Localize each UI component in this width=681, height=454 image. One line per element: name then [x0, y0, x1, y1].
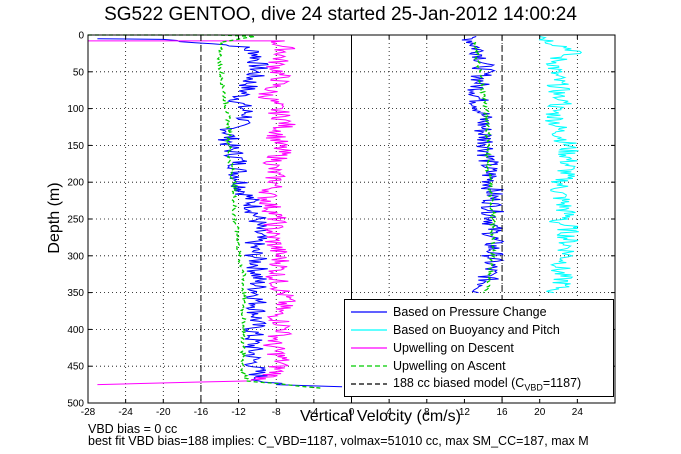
y-tick-label: 250 — [67, 215, 84, 226]
legend-label: Upwelling on Descent — [393, 341, 514, 355]
chart-title: SG522 GENTOO, dive 24 started 25-Jan-201… — [104, 4, 577, 25]
legend-label: Based on Pressure Change — [393, 305, 547, 319]
y-tick-label: 200 — [67, 178, 84, 189]
y-tick-label: 450 — [67, 362, 84, 373]
x-tick-label: 12 — [459, 407, 471, 418]
x-tick-label: -16 — [194, 407, 209, 418]
y-tick-label: 400 — [67, 325, 84, 336]
model-bias-lines — [200, 35, 503, 403]
x-tick-label: 24 — [572, 407, 584, 418]
axis-ticks: -28 -24 -20 -16 -12 -8 -4 0 4 8 12 16 20 24 0 50 100 150 2… — [67, 31, 615, 418]
series-line-4 — [88, 34, 324, 389]
x-tick-label: -28 — [81, 407, 96, 418]
x-tick-label: -20 — [156, 407, 171, 418]
legend-swatch-black — [351, 383, 387, 385]
series-line-0 — [97, 38, 343, 388]
legend-swatch-cyan — [351, 329, 387, 331]
y-tick-label: 50 — [73, 67, 85, 78]
y-tick-label: 100 — [67, 104, 84, 115]
y-axis-label: Depth (m) — [46, 182, 63, 254]
series-line-5 — [472, 41, 497, 294]
legend-entry-model: 188 cc biased model (CVBD=1187) — [351, 375, 581, 393]
legend-swatch-blue — [351, 311, 387, 313]
x-tick-label: 0 — [349, 407, 355, 418]
legend-label: Upwelling on Ascent — [393, 359, 506, 373]
series-line-2 — [538, 36, 583, 294]
y-tick-label: 150 — [67, 141, 84, 152]
y-tick-label: 500 — [67, 399, 84, 410]
x-tick-label: -4 — [309, 407, 318, 418]
chart-legend: Based on Pressure Change Based on Buoyan… — [344, 299, 614, 397]
legend-swatch-magenta — [351, 347, 387, 349]
legend-entry-ascent: Upwelling on Ascent — [351, 357, 506, 375]
x-tick-label: 4 — [386, 407, 392, 418]
x-tick-label: -24 — [118, 407, 133, 418]
legend-entry-descent: Upwelling on Descent — [351, 339, 514, 357]
y-tick-label: 0 — [78, 31, 84, 42]
series-line-3 — [88, 40, 296, 386]
legend-swatch-green — [351, 365, 387, 367]
x-tick-label: 20 — [534, 407, 546, 418]
x-tick-label: 8 — [424, 407, 430, 418]
y-tick-label: 300 — [67, 251, 84, 262]
series-line-1 — [461, 36, 505, 294]
x-tick-label: -12 — [231, 407, 246, 418]
legend-label: Based on Buoyancy and Pitch — [393, 323, 560, 337]
legend-entry-pressure: Based on Pressure Change — [351, 303, 547, 321]
x-tick-label: -8 — [272, 407, 281, 418]
x-axis-label: Vertical Velocity (cm/s) — [300, 408, 461, 425]
legend-label: 188 cc biased model (CVBD=1187) — [393, 375, 582, 393]
legend-entry-buoyancy: Based on Buoyancy and Pitch — [351, 321, 560, 339]
series-lines — [88, 34, 583, 389]
footer-vbd-bias: VBD bias = 0 cc — [88, 422, 178, 436]
y-tick-label: 350 — [67, 288, 84, 299]
x-tick-label: 16 — [497, 407, 509, 418]
footer-best-fit: best fit VBD bias=188 implies: C_VBD=118… — [88, 434, 589, 448]
